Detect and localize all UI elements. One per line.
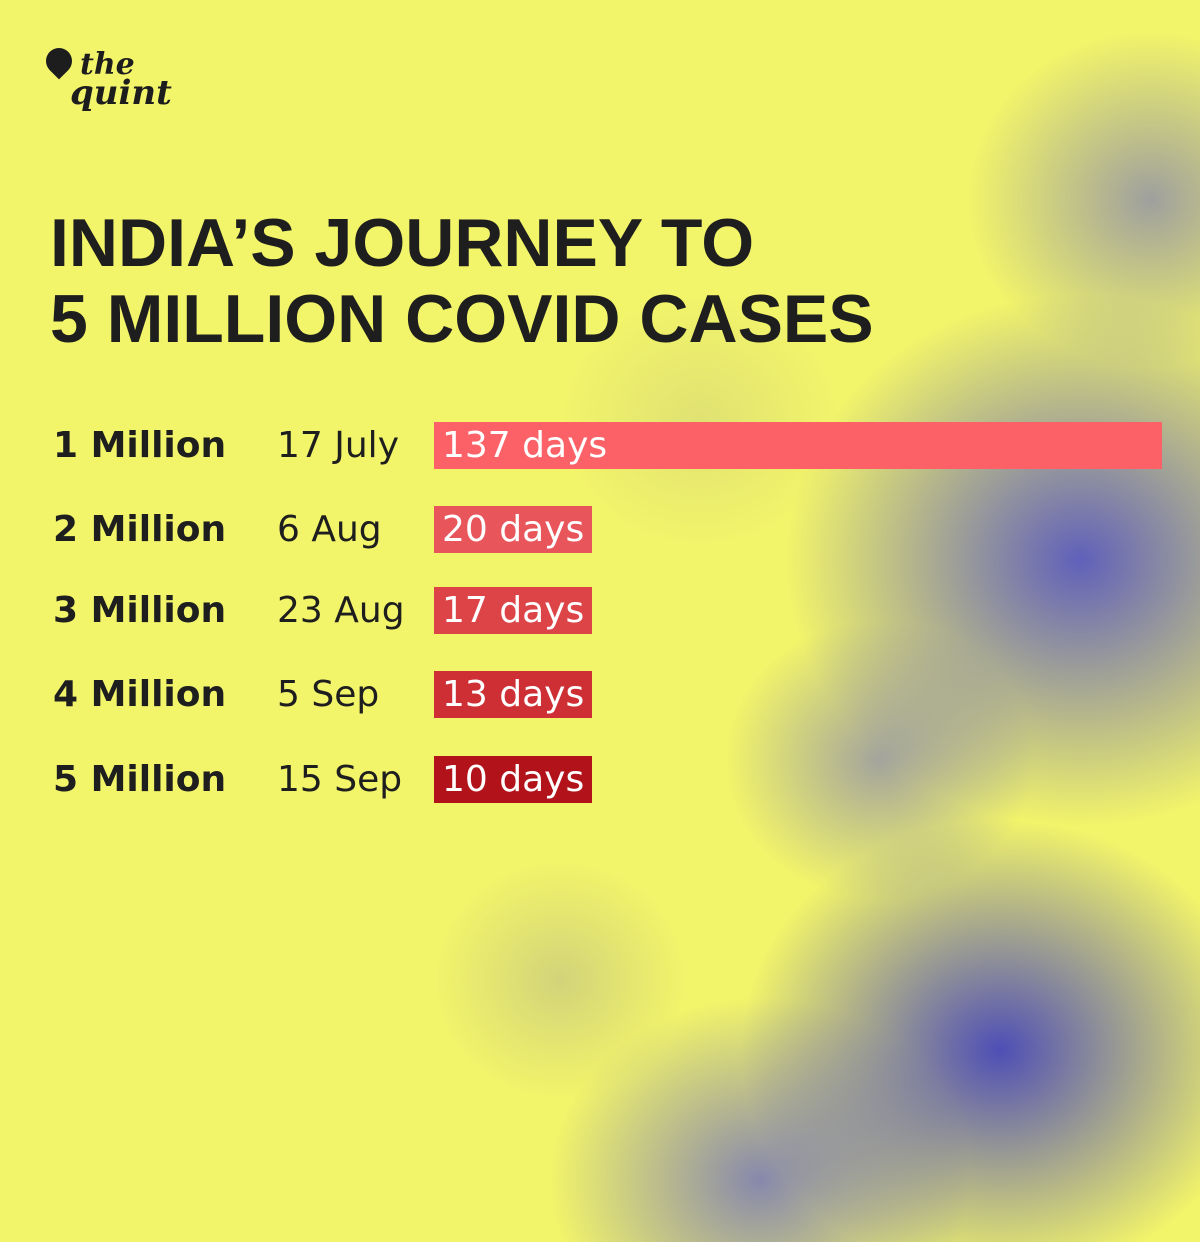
bar: 13 days [434,671,592,718]
brand-logo: the quint [40,42,176,118]
brand-line-1: the [80,47,135,82]
milestone-label: 3 Million [53,590,227,631]
date-label: 6 Aug [277,509,382,550]
date-label: 23 Aug [277,590,405,631]
chart-row: 1 Million 17 July 137 days [0,422,1200,470]
bar-data-label: 10 days [442,759,585,800]
bar: 10 days [434,756,592,803]
chart-title-line-2: 5 MILLION COVID CASES [50,281,874,357]
chart-row: 3 Million 23 Aug 17 days [0,587,1200,635]
bar-data-label: 17 days [442,590,585,631]
milestone-label: 2 Million [53,509,227,550]
bar-data-label: 20 days [442,509,585,550]
bar: 20 days [434,506,592,553]
milestone-label: 4 Million [53,674,227,715]
bar-data-label: 137 days [442,425,608,466]
chart-row: 2 Million 6 Aug 20 days [0,506,1200,554]
bar: 137 days [434,422,1162,469]
date-label: 15 Sep [277,759,403,800]
milestone-label: 1 Million [53,425,227,466]
bar-data-label: 13 days [442,674,585,715]
date-label: 17 July [277,425,399,466]
bar: 17 days [434,587,592,634]
chart-title-line-1: INDIA’S JOURNEY TO [50,205,755,281]
date-label: 5 Sep [277,674,380,715]
chart-row: 4 Million 5 Sep 13 days [0,671,1200,719]
chart-row: 5 Million 15 Sep 10 days [0,756,1200,804]
brand-line-2: quint [70,73,172,113]
chart-title: INDIA’S JOURNEY TO 5 MILLION COVID CASES [50,205,874,357]
milestone-label: 5 Million [53,759,227,800]
